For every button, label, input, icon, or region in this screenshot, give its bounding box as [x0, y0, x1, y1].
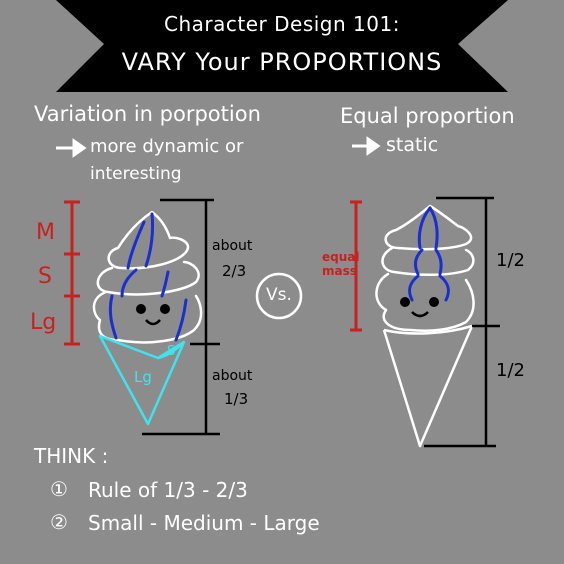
- banner-title-line2: VARY Your PROPORTIONS: [121, 48, 443, 76]
- think-item-2-text: Small - Medium - Large: [88, 511, 320, 535]
- measure-bottom-word: about: [212, 368, 253, 384]
- think-item-1-number: ①: [50, 477, 68, 501]
- right-cone: [382, 324, 474, 448]
- size-label-s: S: [38, 264, 52, 289]
- banner-title-line1: Character Design 101:: [164, 12, 400, 36]
- think-item-1-text: Rule of 1/3 - 2/3: [88, 478, 248, 502]
- left-size-bracket: [64, 200, 80, 346]
- measure-top-fraction: 2/3: [222, 262, 247, 280]
- vs-circle: [255, 272, 303, 320]
- right-swirl-lines: [408, 206, 450, 302]
- right-face: [400, 297, 439, 307]
- left-cone: [98, 334, 186, 426]
- right-measure-line: [424, 196, 500, 448]
- measure-bottom-fraction: 1/3: [224, 390, 249, 408]
- left-ice-cream: [92, 210, 203, 344]
- right-measure-bottom: 1/2: [496, 360, 525, 381]
- vs-label: Vs.: [266, 285, 292, 305]
- left-smile: [145, 319, 161, 326]
- size-label-lg: Lg: [30, 310, 57, 335]
- right-subheading-1: static: [386, 134, 439, 156]
- cone-label-small: S: [167, 344, 176, 359]
- right-heading: Equal proportion: [340, 104, 515, 128]
- think-title: THINK :: [34, 444, 109, 468]
- right-arrow: [352, 136, 381, 156]
- equal-mass-line2: mass: [322, 264, 357, 278]
- left-subheading-1: more dynamic or: [90, 136, 244, 157]
- left-subheading-2: interesting: [90, 164, 182, 184]
- left-arrow: [56, 138, 87, 158]
- right-smile: [411, 311, 429, 318]
- think-item-2-number: ②: [50, 510, 68, 534]
- right-measure-top: 1/2: [496, 250, 525, 271]
- right-ice-cream: [375, 204, 475, 332]
- size-label-m: M: [36, 220, 55, 245]
- left-heading: Variation in porpotion: [34, 102, 261, 126]
- cone-label-large: Lg: [134, 368, 152, 386]
- equal-mass-line1: equal: [322, 250, 360, 264]
- left-face: [136, 304, 170, 314]
- measure-top-word: about: [212, 238, 253, 254]
- left-swirl-lines: [108, 212, 188, 342]
- right-mass-bracket: [350, 200, 362, 332]
- title-banner: [56, 0, 508, 92]
- left-measure-line: [142, 198, 220, 436]
